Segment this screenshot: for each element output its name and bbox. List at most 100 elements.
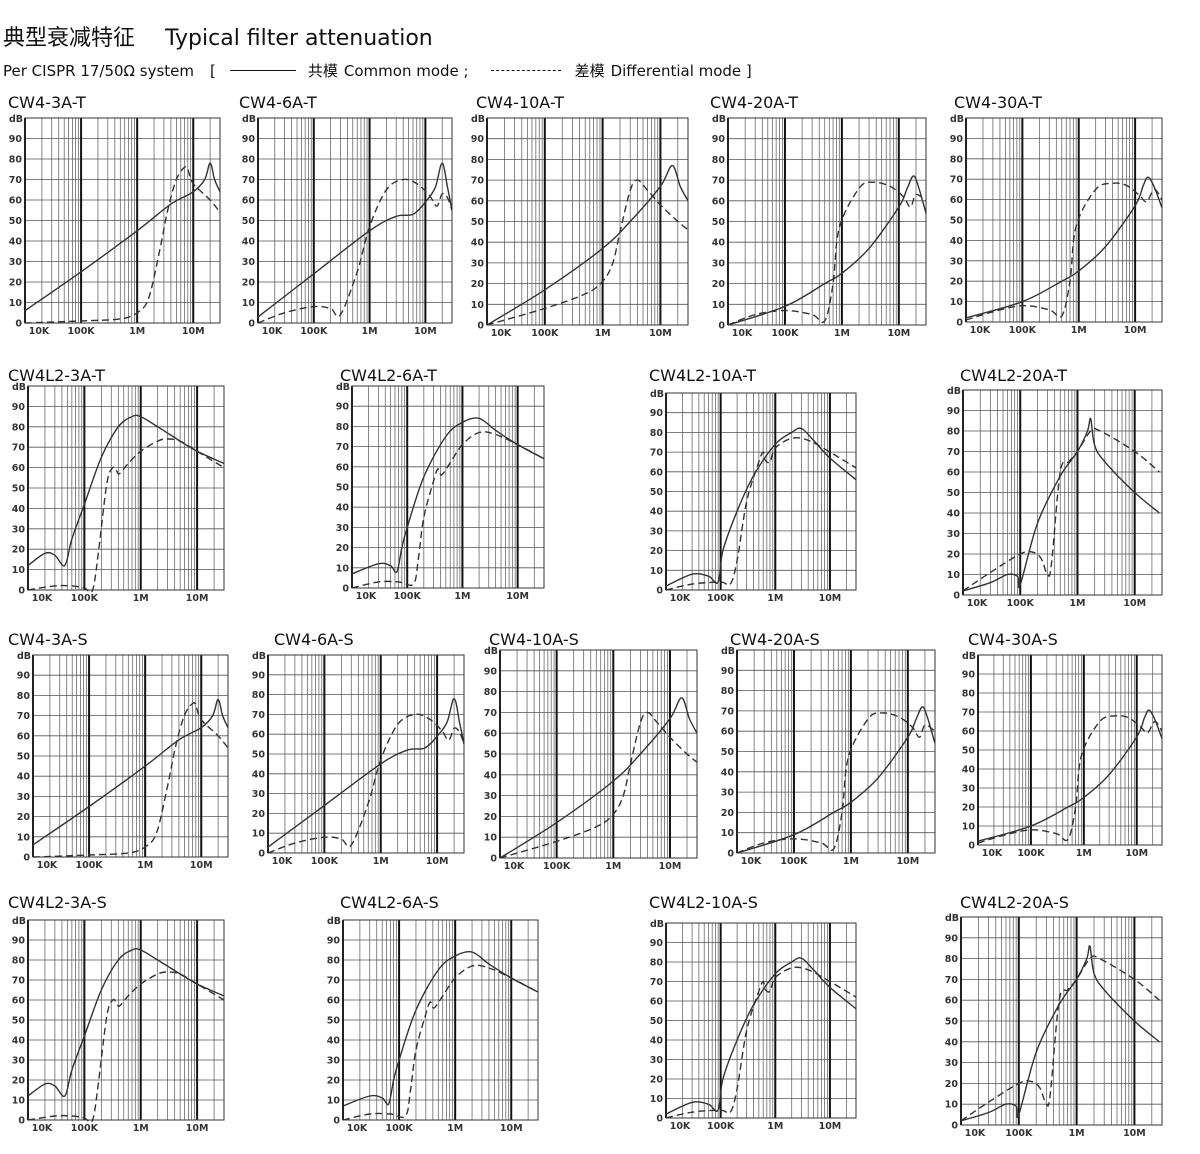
y-tick-label: 10 <box>650 566 664 577</box>
y-tick-label: 40 <box>712 238 726 249</box>
x-tick-label: 10M <box>1123 598 1146 609</box>
y-tick-label: 10 <box>336 563 350 574</box>
y-tick-label: 20 <box>650 546 664 557</box>
chart-title: CW4-3A-S <box>8 630 88 649</box>
x-tick-label: 100K <box>300 326 328 337</box>
y-tick-label: 20 <box>950 277 964 288</box>
y-tick-label: 70 <box>12 443 26 454</box>
y-tick-label: 80 <box>327 956 341 967</box>
differential-mode-curve <box>736 712 936 854</box>
y-tick-label: 30 <box>484 791 498 802</box>
y-tick-label: 40 <box>484 770 498 781</box>
y-axis-label: dB <box>336 382 350 393</box>
y-tick-label: 10 <box>712 300 726 311</box>
y-tick-label: 80 <box>721 686 735 697</box>
y-tick-label: 80 <box>650 428 664 439</box>
y-tick-label: 40 <box>17 772 31 783</box>
y-tick-label: 20 <box>947 550 961 561</box>
y-tick-label: 90 <box>471 134 485 145</box>
y-tick-label: 20 <box>471 279 485 290</box>
plot-frame <box>342 919 539 1121</box>
differential-mode-curve <box>27 971 225 1124</box>
chart-title: CW4-30A-T <box>954 93 1042 112</box>
chart-cw4-6a-s: 0 10 20 30 40 50 60 70 80 90 dB 10K 100K 1M 10M <box>252 651 465 867</box>
chart-cw4l2-6a-s: 0 10 20 30 40 50 60 70 80 90 dB 10K 100K 1M 10M <box>327 916 539 1134</box>
y-tick-label: 0 <box>727 849 734 860</box>
y-axis-label: dB <box>650 919 664 930</box>
x-tick-label: 1M <box>137 860 153 871</box>
y-tick-label: 30 <box>471 258 485 269</box>
y-tick-label: 80 <box>12 956 26 967</box>
y-tick-label: 70 <box>484 708 498 719</box>
x-tick-label: 1M <box>362 326 378 337</box>
chart-title: CW4L2-6A-T <box>340 366 437 385</box>
y-tick-label: 90 <box>721 666 735 677</box>
chart-title: CW4L2-6A-S <box>340 893 439 912</box>
y-tick-label: 50 <box>712 217 726 228</box>
y-tick-label: 80 <box>242 155 256 166</box>
x-tick-label: 100K <box>543 861 571 872</box>
y-tick-label: 30 <box>650 526 664 537</box>
y-tick-label: 0 <box>490 854 497 865</box>
y-tick-label: 40 <box>12 1036 26 1047</box>
x-tick-label: 100K <box>67 326 95 337</box>
y-tick-label: 10 <box>12 565 26 576</box>
y-tick-label: 90 <box>945 933 959 944</box>
y-tick-label: 70 <box>471 176 485 187</box>
y-tick-label: 50 <box>327 1016 341 1027</box>
chart-title: CW4-20A-T <box>710 93 798 112</box>
y-tick-label: 10 <box>471 300 485 311</box>
y-tick-label: 50 <box>471 217 485 228</box>
y-tick-label: 20 <box>252 809 266 820</box>
x-tick-label: 10M <box>186 593 209 604</box>
legend-solid-line <box>229 70 296 71</box>
chart-cw4l2-3a-t: 0 10 20 30 40 50 60 70 80 90 dB 10K 100K 1M 10M <box>12 382 225 604</box>
y-tick-label: 90 <box>242 134 256 145</box>
x-tick-label: 1M <box>1069 598 1085 609</box>
common-mode-curve <box>342 950 539 1107</box>
x-tick-label: 1M <box>767 1121 783 1132</box>
y-tick-label: 20 <box>327 1076 341 1087</box>
y-tick-label: 80 <box>945 954 959 965</box>
x-tick-label: 1M <box>843 856 859 867</box>
legend: Per CISPR 17/50Ω system [ 共模 Common mode… <box>3 60 758 81</box>
plot-frame <box>499 649 698 859</box>
x-tick-label: 1M <box>454 591 470 602</box>
y-tick-label: 30 <box>712 258 726 269</box>
y-axis-label: dB <box>650 389 664 400</box>
y-tick-label: 50 <box>336 483 350 494</box>
chart-title: CW4L2-3A-T <box>8 366 105 385</box>
common-mode-curve <box>257 162 453 318</box>
differential-mode-curve <box>665 966 857 1119</box>
common-mode-curve <box>960 945 1160 1122</box>
y-tick-label: 60 <box>721 727 735 738</box>
y-axis-label: dB <box>242 114 256 125</box>
common-mode-curve <box>351 417 545 575</box>
y-tick-label: 60 <box>947 468 961 479</box>
y-tick-label: 50 <box>962 746 976 757</box>
y-tick-label: 0 <box>248 319 255 330</box>
common-mode-curve <box>962 417 1160 592</box>
y-tick-label: 40 <box>252 769 266 780</box>
y-tick-label: 0 <box>342 584 349 595</box>
y-tick-label: 30 <box>650 1055 664 1066</box>
x-tick-label: 10K <box>32 1123 53 1134</box>
differential-mode-curve <box>965 182 1163 321</box>
y-tick-label: 30 <box>242 257 256 268</box>
y-tick-label: 90 <box>950 134 964 145</box>
x-tick-label: 100K <box>385 1123 413 1134</box>
y-tick-label: 0 <box>718 321 725 332</box>
y-tick-label: 0 <box>18 586 25 597</box>
x-tick-label: 1M <box>1076 848 1092 859</box>
y-tick-label: 20 <box>484 812 498 823</box>
chart-title: CW4-10A-T <box>476 93 564 112</box>
y-tick-label: 40 <box>650 507 664 518</box>
x-tick-label: 10M <box>1124 325 1147 336</box>
x-tick-label: 10K <box>982 848 1003 859</box>
chart-title: CW4-6A-S <box>274 630 354 649</box>
y-tick-label: 0 <box>258 849 265 860</box>
y-axis-label: dB <box>484 646 498 657</box>
x-tick-label: 100K <box>707 1121 735 1132</box>
y-tick-label: 30 <box>947 529 961 540</box>
x-tick-label: 10K <box>272 856 293 867</box>
